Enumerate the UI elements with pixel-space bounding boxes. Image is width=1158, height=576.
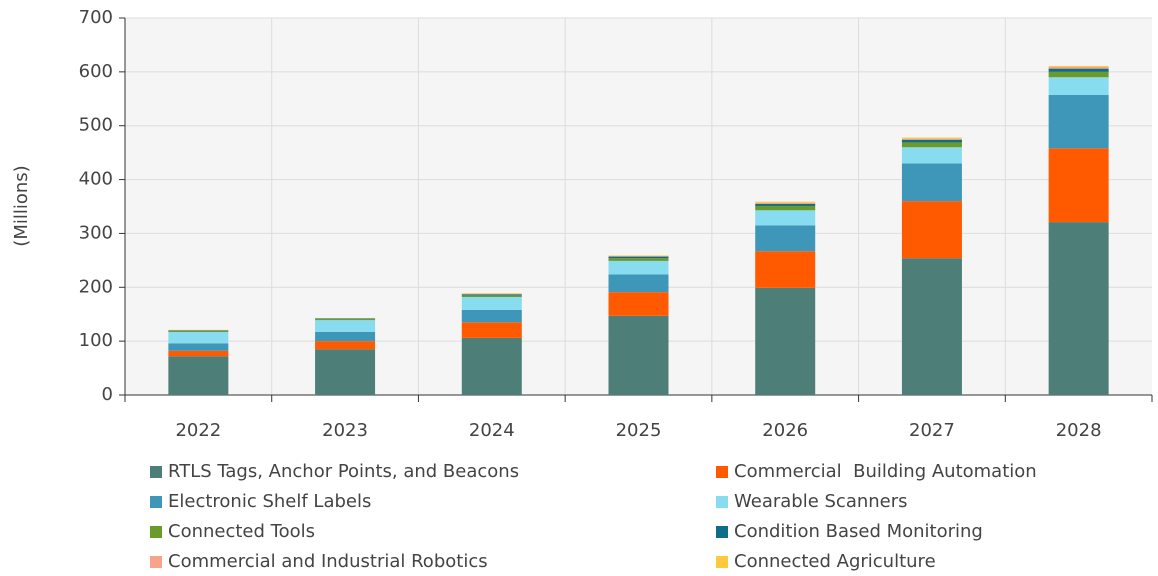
bar-segment — [461, 309, 522, 323]
y-tick-label: 400 — [79, 169, 113, 190]
legend-label: Condition Based Monitoring — [734, 521, 983, 542]
bar-segment — [1048, 148, 1109, 223]
bar-segment — [901, 147, 962, 164]
legend-label: Commercial Building Automation — [734, 461, 1037, 482]
legend-label: Connected Agriculture — [734, 551, 936, 572]
y-tick-label: 500 — [79, 115, 113, 136]
bar-segment — [168, 330, 229, 331]
bar-segment — [461, 322, 522, 338]
legend-swatch — [716, 526, 728, 538]
bar-segment — [315, 349, 376, 395]
bar-segment — [755, 287, 816, 395]
bar-segment — [1048, 222, 1109, 395]
bar-segment — [901, 163, 962, 202]
bar-segment — [1048, 67, 1109, 69]
legend-swatch — [150, 466, 162, 478]
bar-segment — [901, 139, 962, 143]
bar-segment — [755, 202, 816, 204]
bar-segment — [608, 255, 669, 257]
bar-segment — [315, 341, 376, 350]
bar-segment — [315, 318, 376, 320]
bar-segment — [461, 294, 522, 296]
y-tick-label: 100 — [79, 330, 113, 351]
bar-segment — [1048, 95, 1109, 149]
bar-segment — [608, 256, 669, 257]
bar-segment — [461, 295, 522, 297]
y-tick-label: 0 — [102, 384, 113, 405]
bar-segment — [461, 296, 522, 310]
legend-swatch — [150, 556, 162, 568]
x-tick-label: 2028 — [1056, 420, 1102, 441]
bar-segment — [755, 205, 816, 211]
bar-segment — [1048, 68, 1109, 72]
y-tick-label: 300 — [79, 222, 113, 243]
legend-label: Wearable Scanners — [734, 491, 908, 512]
y-tick-label: 600 — [79, 61, 113, 82]
bar-segment — [461, 337, 522, 395]
x-tick-label: 2022 — [175, 420, 221, 441]
bar-segment — [168, 343, 229, 351]
legend-label: Commercial and Industrial Robotics — [168, 551, 488, 572]
legend-label: Electronic Shelf Labels — [168, 491, 371, 512]
x-tick-label: 2027 — [909, 420, 955, 441]
bar-segment — [608, 256, 669, 259]
bar-segment — [608, 292, 669, 316]
legend-label: Connected Tools — [168, 521, 315, 542]
bar-segment — [608, 274, 669, 293]
bar-segment — [168, 331, 229, 344]
bar-segment — [608, 258, 669, 261]
legend-swatch — [716, 466, 728, 478]
y-axis-label: (Millions) — [11, 165, 32, 246]
x-tick-label: 2026 — [762, 420, 808, 441]
bar-segment — [315, 320, 376, 332]
legend-swatch — [716, 556, 728, 568]
legend-swatch — [150, 496, 162, 508]
bar-segment — [315, 331, 376, 342]
x-tick-label: 2024 — [469, 420, 515, 441]
bar-segment — [168, 356, 229, 395]
bar-segment — [901, 258, 962, 395]
bar-segment — [168, 330, 229, 332]
x-tick-label: 2025 — [616, 420, 662, 441]
bar-segment — [1048, 77, 1109, 96]
y-tick-label: 700 — [79, 7, 113, 28]
bar-segment — [608, 315, 669, 395]
bar-segment — [755, 251, 816, 288]
bar-segment — [755, 201, 816, 203]
bar-segment — [608, 260, 669, 275]
bar-segment — [901, 201, 962, 259]
bar-segment — [901, 138, 962, 140]
bar-segment — [315, 319, 376, 321]
bar-segment — [901, 137, 962, 139]
bar-segment — [461, 293, 522, 295]
legend-swatch — [150, 526, 162, 538]
bar-segment — [1048, 71, 1109, 78]
bar-segment — [1048, 65, 1109, 68]
legend-label: RTLS Tags, Anchor Points, and Beacons — [168, 461, 519, 482]
legend-swatch — [716, 496, 728, 508]
bar-segment — [901, 142, 962, 148]
bar-segment — [168, 350, 229, 357]
bar-segment — [755, 210, 816, 226]
bar-segment — [461, 293, 522, 294]
bar-segment — [755, 225, 816, 252]
bar-segment — [755, 203, 816, 206]
y-tick-label: 200 — [79, 276, 113, 297]
x-tick-label: 2023 — [322, 420, 368, 441]
